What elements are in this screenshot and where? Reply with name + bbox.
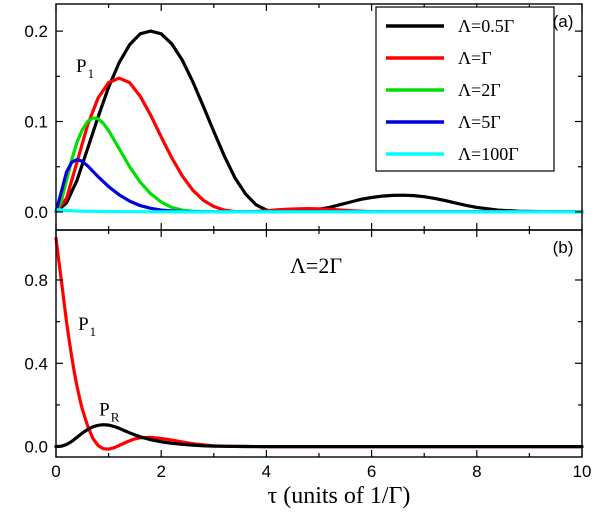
x-axis-label: τ (units of 1/Γ) <box>268 483 411 509</box>
legend-entry-label: Λ=2Γ <box>458 80 501 100</box>
x-tick-label: 2 <box>156 462 165 481</box>
legend-entry-label: Λ=5Γ <box>458 112 501 132</box>
panel-a: 0.0 0.1 0.2 (a) P1 Λ=0.5Γ Λ=Γ Λ=2Γ Λ=5Γ Λ=100Γ <box>24 3 584 231</box>
panel-title: Λ=2Γ <box>290 253 342 278</box>
panel-label: (b) <box>553 238 574 257</box>
x-tick-label: 0 <box>51 462 60 481</box>
annotation-label: P1 <box>76 56 94 81</box>
y-tick-label: 0.0 <box>24 203 48 222</box>
y-tick-label: 0.2 <box>24 22 48 41</box>
series-line-b-1 <box>54 423 584 449</box>
x-tick-label: 4 <box>262 462 271 481</box>
legend-entry-label: Λ=100Γ <box>458 144 519 164</box>
legend-entry-label: Λ=0.5Γ <box>458 16 514 36</box>
series-line-a-4 <box>54 208 584 214</box>
annotation-label: PR <box>99 399 120 424</box>
y-tick-label: 0.8 <box>24 271 48 290</box>
panel-b: 0 2 4 6 8 10 0.0 0.4 0.8 (b) Λ=2Γ P1 PR <box>24 229 592 481</box>
x-tick-label: 10 <box>573 462 592 481</box>
annotation-label: P1 <box>78 314 96 339</box>
x-tick-label: 8 <box>472 462 481 481</box>
y-tick-label: 0.4 <box>24 354 48 373</box>
legend-entry-label: Λ=Γ <box>458 48 492 68</box>
y-tick-label: 0.1 <box>24 113 48 132</box>
x-tick-label: 6 <box>367 462 376 481</box>
y-tick-label: 0.0 <box>24 438 48 457</box>
legend: Λ=0.5Γ Λ=Γ Λ=2Γ Λ=5Γ Λ=100Γ <box>375 6 555 172</box>
panel-label: (a) <box>553 12 574 31</box>
